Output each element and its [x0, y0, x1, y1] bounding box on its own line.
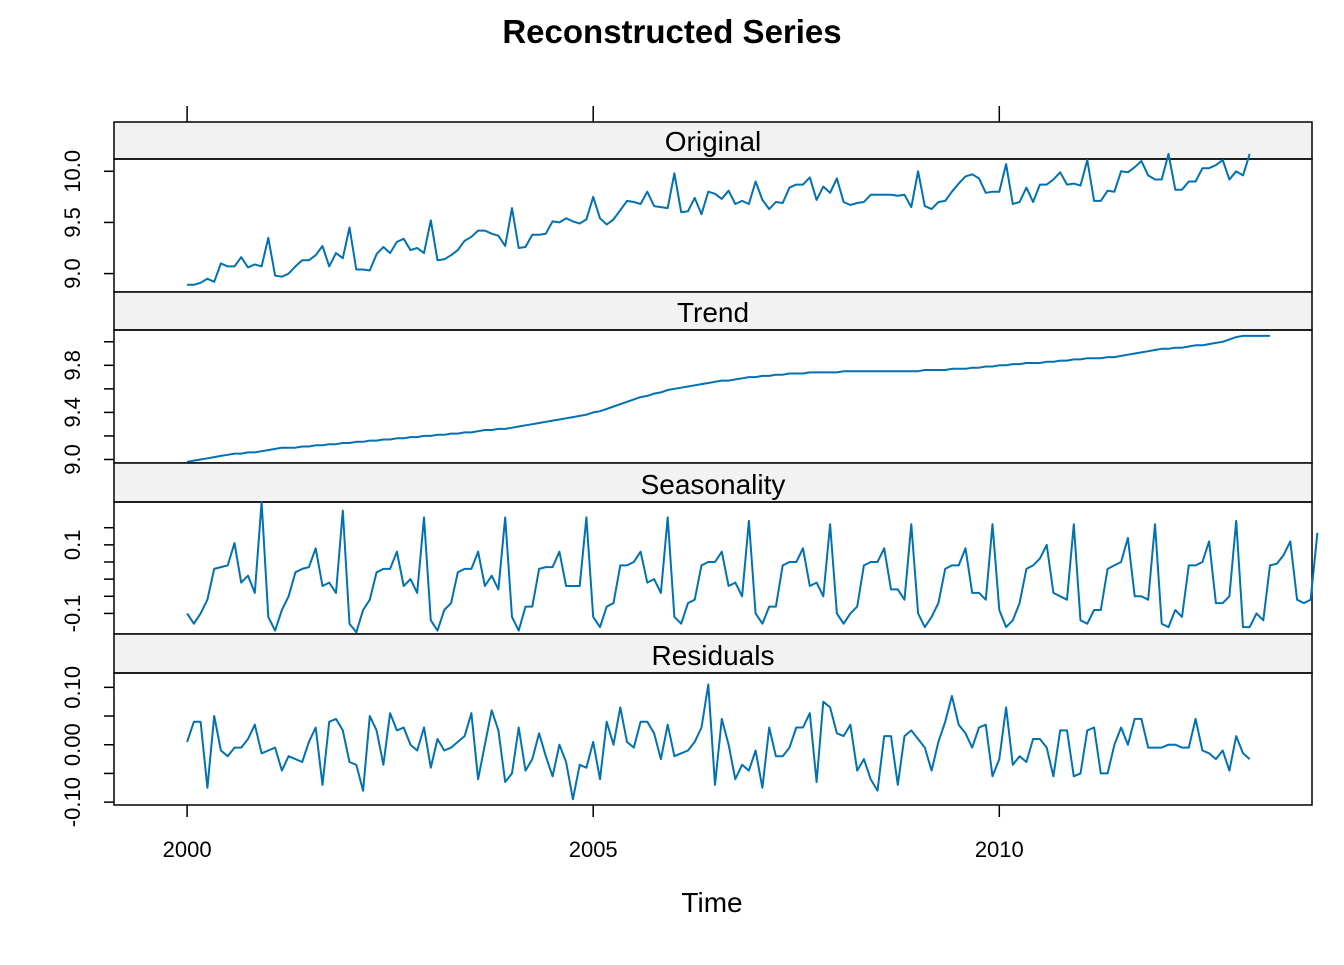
- y-tick-label: 9.4: [60, 397, 85, 428]
- panel-trend: Trend 9.0 9.4 9.8: [60, 291, 1313, 475]
- y-tick-label: 9.0: [60, 258, 85, 289]
- x-tick-label: 2010: [975, 837, 1024, 862]
- panels: Original 9.0 9.5 10.0 Trend 9.0 9.4 9.8 Seasonal…: [60, 121, 1319, 827]
- strip-label-trend: Trend: [677, 297, 749, 328]
- x-axis-title: Time: [681, 887, 742, 918]
- y-tick-label: 9.8: [60, 350, 85, 381]
- strip-label-residuals: Residuals: [652, 640, 775, 671]
- panel-frame-residuals: [113, 672, 1313, 806]
- strip-original: [113, 121, 1313, 160]
- panel-original: Original 9.0 9.5 10.0: [60, 121, 1313, 293]
- x-tick-label: 2000: [163, 837, 212, 862]
- strip-trend: [113, 291, 1313, 331]
- chart-title: Reconstructed Series: [502, 13, 841, 50]
- x-tick-label: 2005: [569, 837, 618, 862]
- panel-residuals: Residuals -0.10 0.00 0.10: [60, 633, 1313, 827]
- y-tick-label: 0.00: [60, 723, 85, 766]
- y-tick-label: 10.0: [60, 150, 85, 193]
- y-tick-label: -0.1: [60, 594, 85, 632]
- series-line-seasonality: [186, 501, 1319, 634]
- strip-label-seasonality: Seasonality: [641, 469, 786, 500]
- panel-seasonality: Seasonality -0.1 0.1: [60, 462, 1319, 635]
- y-tick-label: 0.1: [60, 530, 85, 561]
- panel-frame-trend: [113, 329, 1313, 464]
- x-axis: 2000 2005 2010: [163, 106, 1024, 862]
- series-line-original: [187, 152, 1251, 286]
- series-line-residuals: [186, 683, 1251, 801]
- y-tick-label: -0.10: [60, 777, 85, 827]
- strip-label-original: Original: [665, 126, 761, 157]
- y-tick-label: 9.5: [60, 207, 85, 238]
- y-tick-label: 9.0: [60, 444, 85, 475]
- panel-frame-original: [113, 158, 1313, 293]
- y-tick-label: 0.10: [60, 666, 85, 709]
- series-line-trend: [186, 334, 1270, 463]
